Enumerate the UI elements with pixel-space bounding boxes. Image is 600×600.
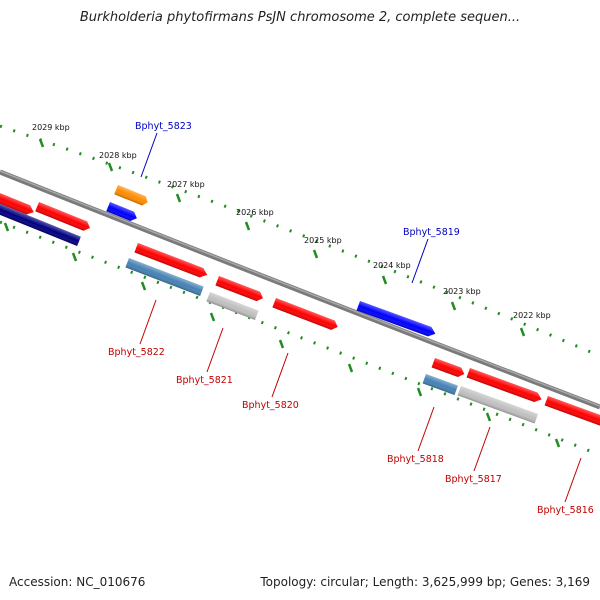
- gene-label-bphyt-5822[interactable]: Bphyt_5822: [108, 347, 165, 358]
- chromosome-backbone: [0, 169, 600, 410]
- gene-arrow-red[interactable]: [0, 185, 36, 217]
- gene-label-leaders: [139, 132, 582, 503]
- gene-features: [0, 185, 600, 428]
- topology-text: Topology: circular; Length: 3,625,999 bp…: [260, 575, 590, 589]
- scale-major-ticks-top: [38, 138, 526, 337]
- kbp-label-2027: 2027 kbp: [167, 180, 205, 189]
- kbp-label-2026: 2026 kbp: [236, 208, 274, 217]
- gene-label-bphyt-5818[interactable]: Bphyt_5818: [387, 454, 444, 465]
- gene-arrow-blue[interactable]: [356, 301, 437, 338]
- gene-arrow-red[interactable]: [272, 298, 339, 332]
- gene-arrow-grey[interactable]: [206, 292, 259, 320]
- kbp-label-2025: 2025 kbp: [304, 236, 342, 245]
- gene-label-bphyt-5816[interactable]: Bphyt_5816: [537, 505, 594, 516]
- gene-label-bphyt-5821[interactable]: Bphyt_5821: [176, 375, 233, 386]
- gene-arrow-red[interactable]: [466, 368, 544, 404]
- kbp-label-2029: 2029 kbp: [32, 123, 70, 132]
- gene-label-bphyt-5820[interactable]: Bphyt_5820: [242, 400, 299, 411]
- gene-label-bphyt-5817[interactable]: Bphyt_5817: [445, 474, 502, 485]
- gene-arrow-blue[interactable]: [106, 202, 138, 223]
- gene-arrow-red[interactable]: [215, 276, 264, 303]
- kbp-label-2022: 2022 kbp: [513, 311, 551, 320]
- scale-track-bottom: [0, 220, 600, 457]
- gene-arrow-steelblue[interactable]: [422, 374, 458, 396]
- gene-label-bphyt-5819[interactable]: Bphyt_5819: [403, 227, 460, 238]
- gene-label-bphyt-5823[interactable]: Bphyt_5823: [135, 121, 192, 132]
- gene-arrow-grey[interactable]: [457, 386, 539, 424]
- gene-arrow-red[interactable]: [544, 396, 600, 428]
- gene-arrow-red[interactable]: [134, 243, 209, 280]
- accession-text: Accession: NC_010676: [9, 575, 146, 589]
- gene-arrow-red[interactable]: [35, 202, 92, 233]
- scale-major-ticks-bottom: [3, 222, 561, 448]
- map-title: Burkholderia phytofirmans PsJN chromosom…: [79, 10, 521, 25]
- gene-arrow-red[interactable]: [431, 358, 466, 379]
- gene-arrow-orange[interactable]: [114, 185, 149, 207]
- gene-arrow-steelblue[interactable]: [125, 258, 204, 297]
- scale-track-top: [0, 124, 600, 358]
- kbp-label-2023: 2023 kbp: [443, 287, 481, 296]
- kbp-label-2024: 2024 kbp: [373, 261, 411, 270]
- gene-arrow-navy[interactable]: [0, 200, 81, 246]
- kbp-label-2028: 2028 kbp: [99, 151, 137, 160]
